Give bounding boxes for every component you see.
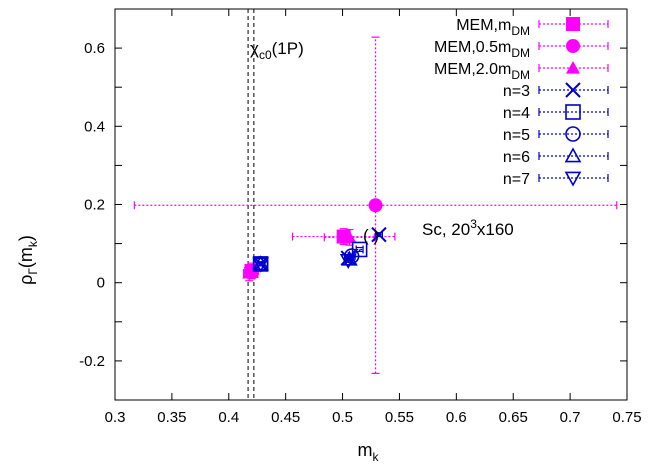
legend-item: n=6 [503, 147, 609, 166]
y-tick-label: 0.2 [84, 197, 105, 214]
legend-item: n=3 [503, 82, 609, 100]
y-axis-ticks: -0.2 0 0.2 0.4 0.6 [79, 8, 627, 401]
legend-marker [564, 147, 582, 163]
data-point [242, 265, 257, 279]
x-axis-ticks: 0.3 0.35 0.4 0.45 0.5 0.55 0.6 0.65 0.7 0.75 [105, 9, 642, 426]
x-axis-title: mk [358, 440, 380, 464]
data-point [368, 198, 383, 213]
y-tick-label: 0 [97, 275, 105, 292]
legend-label: n=7 [503, 171, 530, 188]
x-tick-label: 0.75 [612, 409, 641, 426]
x-tick-label: 0.35 [157, 409, 186, 426]
legend-marker [566, 17, 580, 31]
legend-label: MEM,mDM [456, 17, 530, 38]
legend-item: MEM,2.0mDM [434, 61, 609, 82]
legend-label: n=6 [503, 149, 530, 166]
legend-marker [566, 61, 580, 74]
legend-item: n=7 [503, 171, 609, 188]
data-point [339, 254, 357, 270]
y-tick-label: 0.6 [84, 40, 105, 57]
y-axis-title: ρΓ(mk) [16, 235, 40, 285]
x-tick-label: 0.5 [332, 409, 353, 426]
bracket-label: ( ) [363, 226, 379, 245]
x-tick-label: 0.7 [560, 409, 581, 426]
reference-lines [247, 9, 255, 400]
x-tick-label: 0.45 [271, 409, 300, 426]
legend-marker [564, 171, 582, 187]
y-tick-label: -0.2 [79, 353, 105, 370]
legend-label: MEM,0.5mDM [434, 39, 530, 60]
chi-c0-label: χc0(1P) [250, 39, 304, 62]
legend-item: MEM,mDM [456, 17, 609, 38]
data-point [342, 230, 357, 243]
legend-item: MEM,0.5mDM [434, 39, 609, 60]
data-markers [242, 198, 387, 279]
x-tick-label: 0.55 [385, 409, 414, 426]
legend-item: n=4 [503, 104, 609, 122]
legend-marker [565, 126, 581, 142]
svg-text:ρΓ(mk): ρΓ(mk) [16, 235, 40, 285]
legend-marker [565, 104, 581, 120]
legend-marker [565, 82, 581, 98]
x-tick-label: 0.6 [446, 409, 467, 426]
legend-marker [566, 39, 580, 53]
legend-label: n=5 [503, 127, 530, 144]
data-point [252, 257, 269, 273]
data-point [343, 248, 360, 264]
x-tick-label: 0.65 [499, 409, 528, 426]
data-point [371, 226, 387, 243]
legend-label: n=3 [503, 83, 530, 100]
lattice-label: Sc, 203x160 [422, 217, 514, 239]
legend-label: MEM,2.0mDM [434, 61, 530, 82]
legend-label: n=4 [503, 105, 530, 122]
legend-item: n=5 [503, 126, 609, 144]
x-tick-label: 0.3 [105, 409, 126, 426]
x-tick-label: 0.4 [218, 409, 239, 426]
y-tick-label: 0.4 [84, 118, 105, 135]
